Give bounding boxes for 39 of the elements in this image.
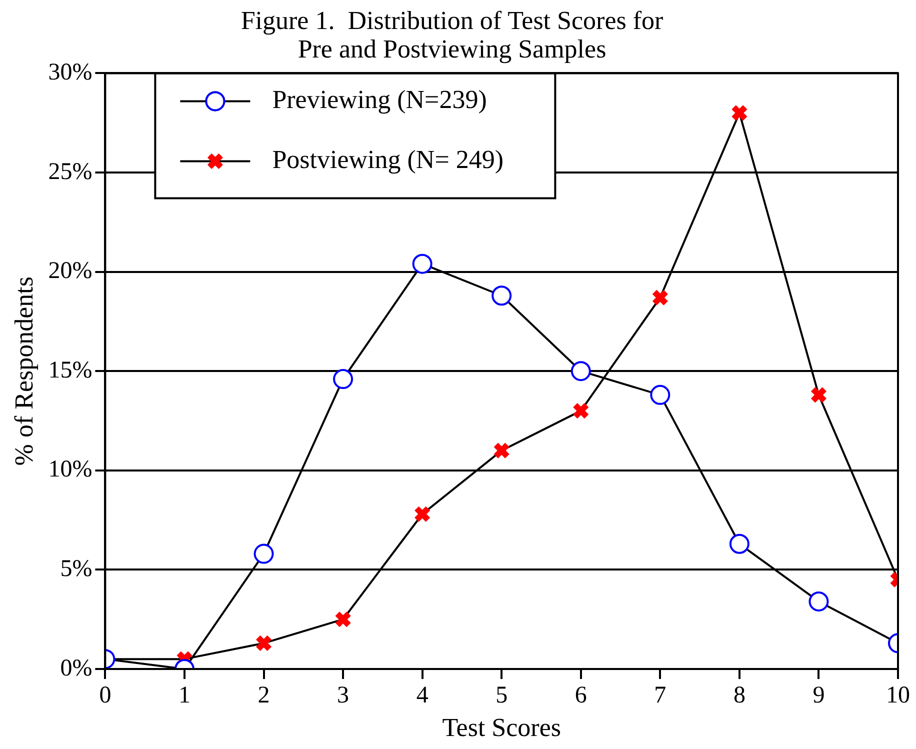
x-tick-label: 7 <box>654 682 666 709</box>
x-tick-label: 4 <box>416 682 428 709</box>
x-axis-title: Test Scores <box>442 713 561 742</box>
point <box>730 104 748 122</box>
point <box>810 386 828 404</box>
legend-label: Postviewing (N= 249) <box>272 145 504 174</box>
x-tick-label: 10 <box>886 682 910 709</box>
point <box>808 591 829 612</box>
y-tick-label: 10% <box>48 456 92 483</box>
x-tick-label: 3 <box>337 682 350 709</box>
point <box>334 610 352 628</box>
legend-label: Previewing (N=239) <box>272 85 487 114</box>
y-tick-label: 20% <box>48 258 92 284</box>
point <box>255 634 272 652</box>
y-tick-label: 15% <box>48 357 92 384</box>
point <box>729 534 750 554</box>
y-tick-label: 0% <box>60 655 92 682</box>
x-tick-label: 5 <box>496 682 508 709</box>
y-tick-label: 30% <box>48 59 92 86</box>
point <box>414 505 431 523</box>
x-tick-label: 9 <box>812 682 825 709</box>
y-tick-label: 5% <box>60 556 92 582</box>
point <box>652 288 669 306</box>
point <box>492 286 512 306</box>
y-axis-title: % of Respondents <box>9 276 38 466</box>
y-tick-label: 25% <box>48 158 92 185</box>
x-tick-label: 8 <box>733 682 746 709</box>
point <box>570 361 591 382</box>
point <box>650 384 670 405</box>
point <box>492 442 510 460</box>
x-tick-label: 6 <box>574 682 587 709</box>
point <box>333 369 354 390</box>
point <box>412 254 432 274</box>
point <box>572 402 590 420</box>
x-tick-label: 2 <box>258 682 270 709</box>
x-tick-label: 0 <box>99 682 112 709</box>
chart-title: Figure 1. Distribution of Test Scores for Pre and Postviewing Samples <box>240 6 664 64</box>
point <box>254 544 274 564</box>
x-tick-label: 1 <box>178 682 190 709</box>
